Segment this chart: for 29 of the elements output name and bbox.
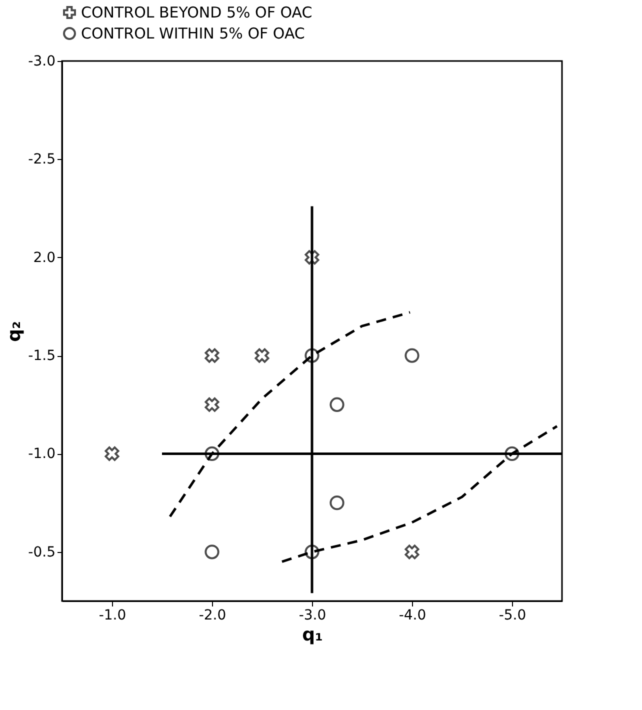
point <box>204 348 220 363</box>
x-axis-title: q₁ <box>302 624 323 646</box>
y-tick-label: 2.0 <box>33 250 56 266</box>
point <box>404 544 420 560</box>
point <box>304 544 320 560</box>
point <box>404 348 420 363</box>
y-tick-label: -1.5 <box>28 348 56 364</box>
y-tick-label: -2.5 <box>28 152 56 168</box>
x-tick-label: -4.0 <box>398 608 426 624</box>
point <box>304 348 320 363</box>
point <box>330 397 344 412</box>
point <box>104 446 120 461</box>
x-tick-label: -1.0 <box>98 608 126 624</box>
point <box>204 446 220 462</box>
legend-label: CONTROL BEYOND 5% OF OAC <box>81 4 312 22</box>
point <box>204 544 220 560</box>
x-tick-label: -5.0 <box>498 608 526 624</box>
y-axis-title: q₂ <box>4 321 26 342</box>
point <box>330 496 344 510</box>
point <box>254 348 270 363</box>
point <box>204 397 220 412</box>
y-tick-label: -0.5 <box>28 544 56 560</box>
y-tick-label: -3.0 <box>28 54 56 70</box>
legend-label: CONTROL WITHIN 5% OF OAC <box>81 24 305 42</box>
x-tick-label: -3.0 <box>298 608 326 624</box>
point <box>304 250 320 265</box>
y-tick-label: -1.0 <box>28 446 56 462</box>
point <box>504 446 520 462</box>
x-tick-label: -2.0 <box>198 608 226 624</box>
